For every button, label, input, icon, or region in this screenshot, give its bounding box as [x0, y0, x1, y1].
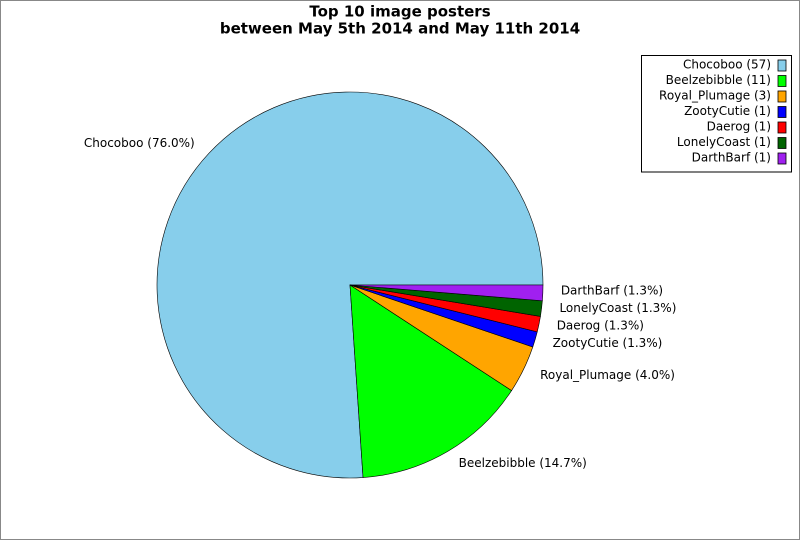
legend-swatch	[777, 75, 787, 87]
slice-label: Royal_Plumage (4.0%)	[540, 368, 675, 382]
legend-swatch	[777, 121, 787, 134]
legend-swatch	[777, 59, 787, 72]
slice-label: ZootyCutie (1.3%)	[553, 336, 663, 350]
legend-box	[641, 55, 792, 173]
legend-swatch	[777, 106, 787, 118]
chart-subtitle: between May 5th 2014 and May 11th 2014	[220, 20, 580, 38]
pie-slice	[349, 284, 512, 478]
legend-swatch	[777, 152, 787, 165]
slice-label: Daerog (1.3%)	[557, 318, 644, 332]
slice-label: DarthBarf (1.3%)	[561, 283, 663, 297]
legend-label: LonelyCoast (1)	[677, 135, 771, 149]
legend-label: Beelzebibble (11)	[666, 73, 771, 87]
legend-label: Chocoboo (57)	[683, 58, 771, 72]
pie-slice	[349, 284, 544, 302]
slice-label: Beelzebibble (14.7%)	[459, 456, 587, 470]
legend-label: Royal_Plumage (3)	[659, 89, 771, 103]
pie-slice	[156, 91, 544, 479]
chart-title: Top 10 image posters	[309, 3, 490, 21]
legend-swatch	[777, 90, 787, 103]
legend-label: Daerog (1)	[707, 120, 771, 134]
legend-swatch	[777, 137, 787, 149]
legend-label: DarthBarf (1)	[692, 151, 771, 165]
slice-label: LonelyCoast (1.3%)	[559, 301, 676, 315]
slice-label: Chocoboo (76.0%)	[84, 136, 195, 150]
legend-label: ZootyCutie (1)	[684, 104, 771, 118]
